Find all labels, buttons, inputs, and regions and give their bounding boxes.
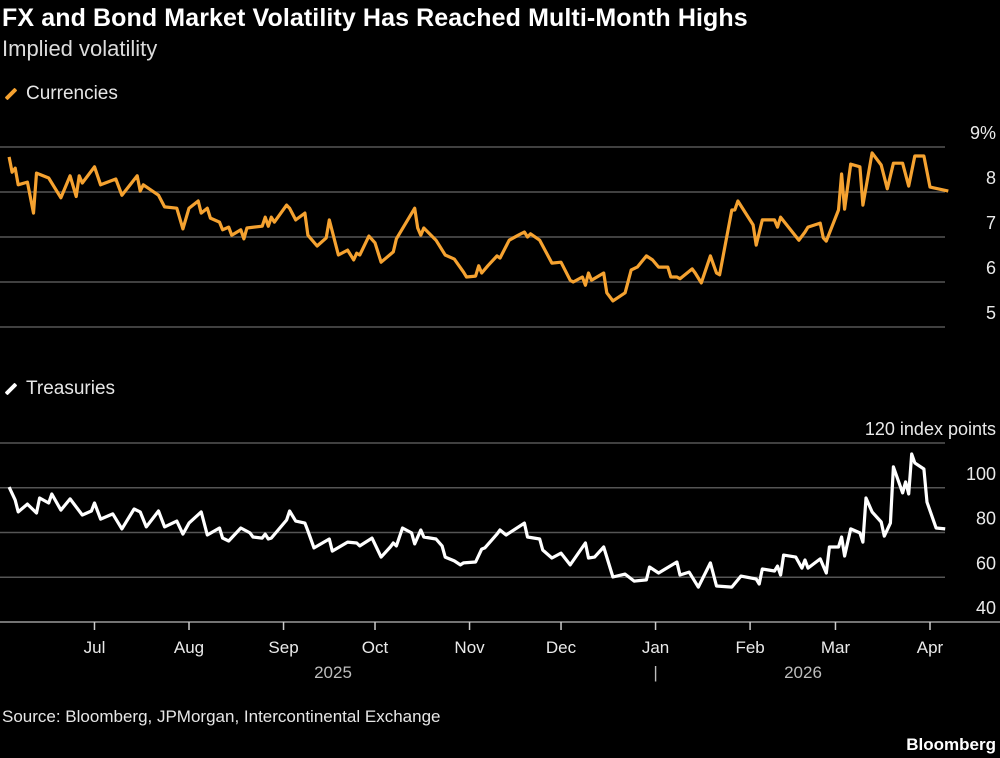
bloomberg-logo: Bloomberg bbox=[906, 735, 996, 754]
treasuries-line bbox=[7, 452, 946, 589]
treasuries-gridlines: 40 60 80 100 120 index points bbox=[0, 419, 1000, 623]
x-tick-label: Oct bbox=[362, 638, 389, 657]
y-tick-label: 9% bbox=[970, 123, 996, 143]
legend-label: Treasuries bbox=[26, 378, 116, 399]
legend-label: Currencies bbox=[26, 83, 118, 104]
y-tick-label: 80 bbox=[976, 509, 996, 529]
x-tick-label: Apr bbox=[917, 638, 944, 657]
x-tick-label: Dec bbox=[546, 638, 577, 657]
x-tick-label: Sep bbox=[268, 638, 298, 657]
series-lines bbox=[7, 151, 949, 589]
x-tick-label: Mar bbox=[821, 638, 851, 657]
chart-subtitle: Implied volatility bbox=[2, 36, 158, 61]
y-tick-label: 60 bbox=[976, 553, 996, 573]
y-tick-label: 120 index points bbox=[865, 419, 996, 439]
x-tick-label: Aug bbox=[174, 638, 204, 657]
x-tick-label: Feb bbox=[735, 638, 764, 657]
currencies-line bbox=[7, 151, 949, 303]
y-tick-label: 5 bbox=[986, 303, 996, 323]
source-note: Source: Bloomberg, JPMorgan, Intercontin… bbox=[2, 707, 441, 726]
legend-treasuries: Treasuries bbox=[4, 378, 115, 400]
y-tick-label: 6 bbox=[986, 258, 996, 278]
chart-title: FX and Bond Market Volatility Has Reache… bbox=[2, 4, 748, 32]
year-label: 2025 bbox=[314, 663, 352, 682]
x-tick-label: Jul bbox=[84, 638, 106, 657]
y-tick-label: 100 bbox=[966, 464, 996, 484]
year-separator: | bbox=[653, 663, 657, 682]
x-tick-label: Jan bbox=[642, 638, 669, 657]
legend-currencies: Currencies bbox=[4, 83, 118, 105]
y-tick-label: 40 bbox=[976, 598, 996, 618]
y-tick-label: 7 bbox=[986, 213, 996, 233]
currencies-gridlines: 5 6 7 8 9% bbox=[0, 123, 996, 328]
y-tick-label: 8 bbox=[986, 168, 996, 188]
x-axis: Jul Aug Sep Oct Nov Dec Jan Feb Mar Apr 2025 2026 | bbox=[84, 622, 944, 682]
year-label: 2026 bbox=[784, 663, 822, 682]
x-tick-label: Nov bbox=[454, 638, 485, 657]
